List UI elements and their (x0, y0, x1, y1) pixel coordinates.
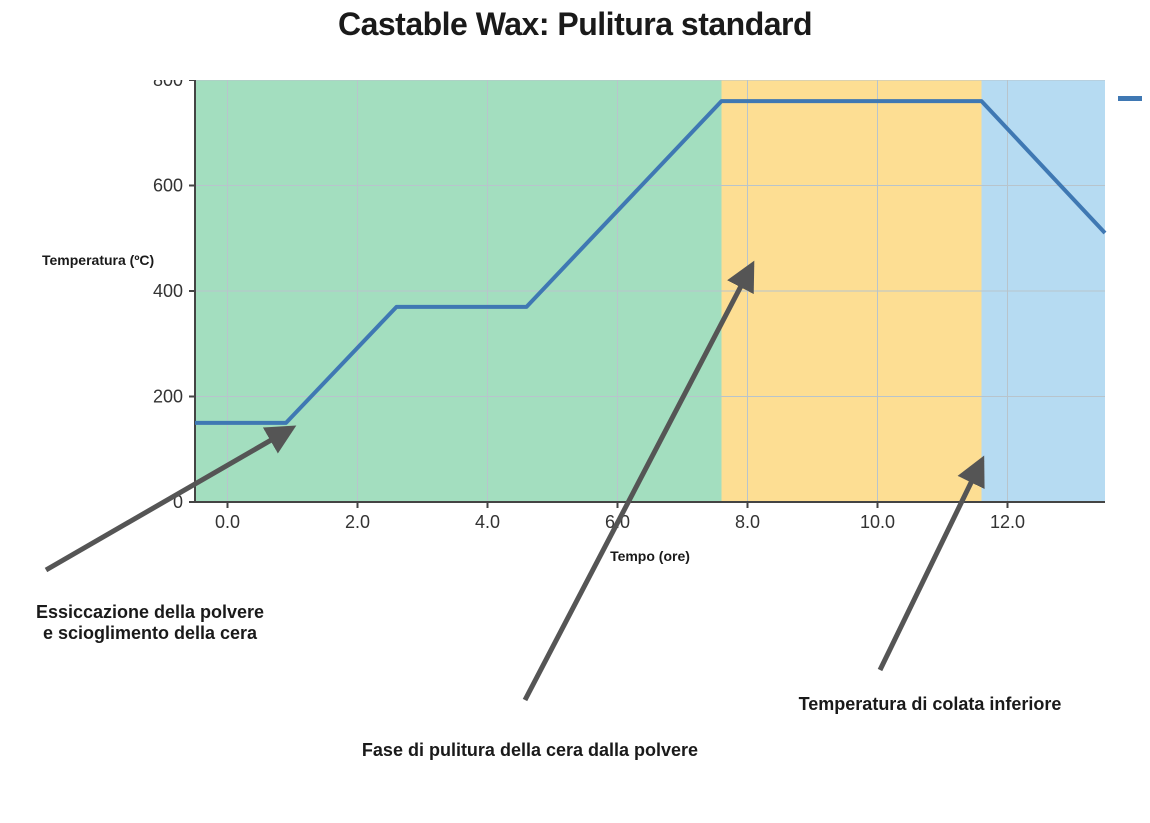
svg-text:600: 600 (153, 176, 183, 196)
annotation-phase-1-line-1: Essiccazione della polvere (36, 602, 264, 622)
annotation-phase-2: Fase di pulitura della cera dalla polver… (310, 740, 750, 761)
annotation-phase-1: Essiccazione della polvere e sciogliment… (0, 602, 300, 643)
svg-text:800: 800 (153, 80, 183, 90)
svg-text:2.0: 2.0 (345, 512, 370, 532)
svg-text:0.0: 0.0 (215, 512, 240, 532)
svg-text:10.0: 10.0 (860, 512, 895, 532)
svg-text:6.0: 6.0 (605, 512, 630, 532)
svg-text:400: 400 (153, 281, 183, 301)
annotation-phase-1-line-2: e scioglimento della cera (43, 623, 257, 643)
chart-plot-area: 0 200 400 600 800 0.0 2.0 4.0 6.0 8.0 10.0 12.0 (145, 80, 1135, 562)
svg-text:12.0: 12.0 (990, 512, 1025, 532)
svg-text:200: 200 (153, 387, 183, 407)
svg-text:4.0: 4.0 (475, 512, 500, 532)
svg-text:0: 0 (173, 492, 183, 512)
annotation-phase-3: Temperatura di colata inferiore (750, 694, 1110, 715)
legend-series-marker (1118, 96, 1142, 101)
chart-title: Castable Wax: Pulitura standard (0, 6, 1150, 43)
y-axis-label: Temperatura (ºC) (42, 252, 154, 268)
svg-text:8.0: 8.0 (735, 512, 760, 532)
